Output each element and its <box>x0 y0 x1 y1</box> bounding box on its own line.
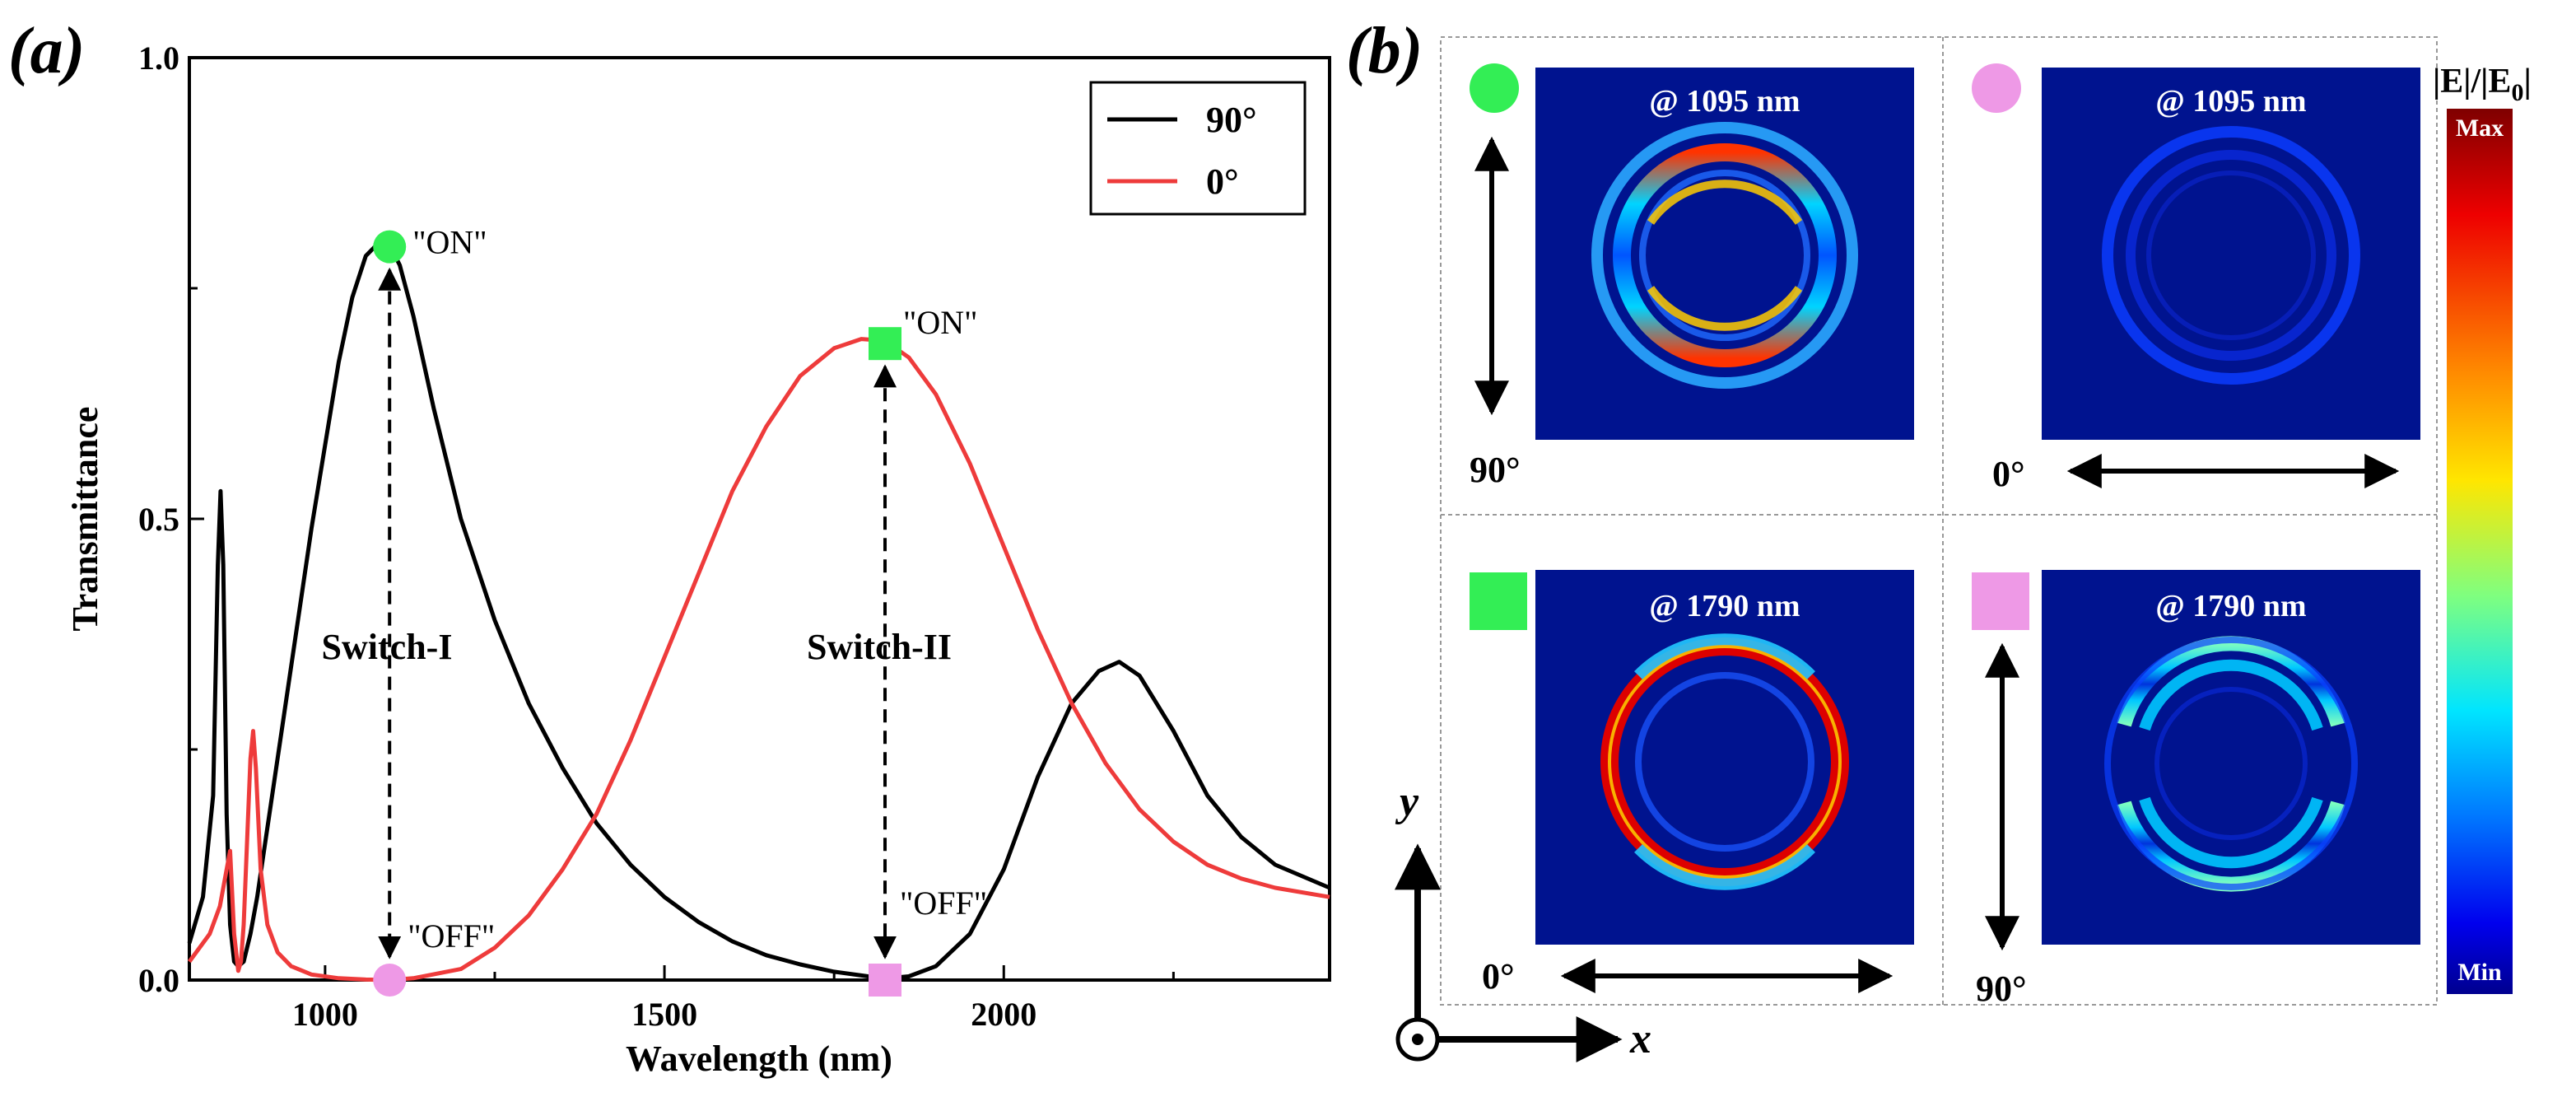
colorbar: |E|/|E0| Max Min <box>2433 63 2532 994</box>
on-label-1: "ON" <box>412 224 487 261</box>
off-marker-square <box>869 964 902 997</box>
x-axis-title: Wavelength (nm) <box>626 1039 892 1079</box>
legend-label-0: 0° <box>1206 161 1239 202</box>
series-line-90deg <box>187 240 1330 981</box>
off-marker-circle <box>373 964 407 997</box>
series-line-0deg <box>187 337 1330 983</box>
panel-b: (b) @ 1095 nm 90° @ 1095 nm <box>1346 15 2532 1062</box>
field-title-4: @ 1790 nm <box>2155 589 2306 623</box>
colorbar-max: Max <box>2456 114 2504 142</box>
panel-b-label: (b) <box>1346 15 1423 87</box>
y-tick-label-1: 0.5 <box>138 501 179 538</box>
marker-on-circle <box>1470 63 1519 113</box>
angle-label-4: 90° <box>1976 969 2027 1009</box>
y-tick-label-2: 1.0 <box>138 40 179 77</box>
field-pattern-2 <box>2102 126 2360 385</box>
field-cell-3: @ 1790 nm 0° <box>1470 570 1914 997</box>
field-pattern-3 <box>1600 633 1849 890</box>
marker-on-square <box>1470 572 1527 630</box>
field-title-2: @ 1095 nm <box>2155 84 2306 119</box>
angle-label-1: 90° <box>1470 450 1521 490</box>
field-cell-2: @ 1095 nm 0° <box>1972 63 2420 494</box>
switch-1-label: Switch-I <box>322 627 453 667</box>
y-tick-label-0: 0.0 <box>138 962 179 999</box>
panel-b-frame <box>1440 36 2438 1006</box>
colorbar-min: Min <box>2457 959 2502 986</box>
x-tick-label-1000: 1000 <box>292 996 358 1033</box>
colorbar-title: |E|/|E0| <box>2433 63 2532 106</box>
z-axis-dot <box>1412 1034 1423 1045</box>
field-title-1: @ 1095 nm <box>1649 84 1800 119</box>
field-cell-4: @ 1790 nm 90° <box>1972 570 2420 1009</box>
switch-2-label: Switch-II <box>807 627 952 667</box>
annotation-layer: "ON" "ON" "OFF" "OFF" <box>373 224 987 997</box>
legend-box <box>1089 81 1307 216</box>
on-marker-circle <box>373 230 407 264</box>
off-label-2: "OFF" <box>900 885 987 922</box>
x-tick-label-2000: 2000 <box>971 996 1036 1033</box>
y-axis-title: Transmittance <box>65 407 105 632</box>
y-axis-label: y <box>1395 778 1419 825</box>
legend: 90° 0° <box>1089 81 1307 216</box>
on-label-2: "ON" <box>903 304 977 341</box>
panel-a-label: (a) <box>8 15 85 87</box>
off-label-1: "OFF" <box>408 917 495 955</box>
series-layer <box>187 240 1330 983</box>
marker-off-square <box>1972 572 2029 630</box>
axis-ticks: 1000 1500 2000 0.0 0.5 1.0 <box>138 40 1175 1033</box>
angle-label-2: 0° <box>1992 454 2025 494</box>
field-title-3: @ 1790 nm <box>1649 589 1800 623</box>
angle-label-3: 0° <box>1482 956 1515 997</box>
field-pattern-1 <box>1591 122 1858 389</box>
field-cell-1: @ 1095 nm 90° <box>1470 63 1914 490</box>
legend-label-90: 90° <box>1206 100 1257 140</box>
field-pattern-4 <box>2104 636 2358 892</box>
on-marker-square <box>869 327 902 361</box>
marker-off-circle <box>1972 63 2021 113</box>
x-tick-label-1500: 1500 <box>631 996 697 1033</box>
colorbar-gradient <box>2447 109 2513 994</box>
x-axis-label: x <box>1629 1015 1651 1062</box>
